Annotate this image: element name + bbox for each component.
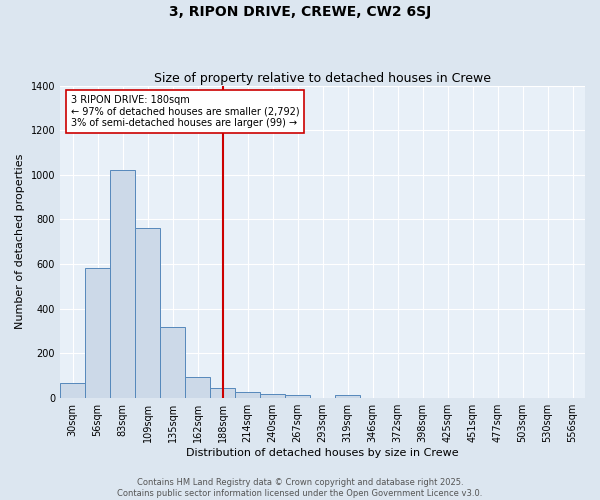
Y-axis label: Number of detached properties: Number of detached properties <box>15 154 25 330</box>
X-axis label: Distribution of detached houses by size in Crewe: Distribution of detached houses by size … <box>186 448 459 458</box>
Text: Contains HM Land Registry data © Crown copyright and database right 2025.
Contai: Contains HM Land Registry data © Crown c… <box>118 478 482 498</box>
Text: 3, RIPON DRIVE, CREWE, CW2 6SJ: 3, RIPON DRIVE, CREWE, CW2 6SJ <box>169 5 431 19</box>
Bar <box>85 268 110 398</box>
Bar <box>110 170 135 398</box>
Bar <box>60 383 85 398</box>
Text: 3 RIPON DRIVE: 180sqm
← 97% of detached houses are smaller (2,792)
3% of semi-de: 3 RIPON DRIVE: 180sqm ← 97% of detached … <box>71 95 299 128</box>
Bar <box>285 396 310 398</box>
Bar <box>210 388 235 398</box>
Bar <box>260 394 285 398</box>
Bar <box>335 395 360 398</box>
Bar <box>160 328 185 398</box>
Bar <box>235 392 260 398</box>
Bar <box>135 228 160 398</box>
Bar <box>185 376 210 398</box>
Title: Size of property relative to detached houses in Crewe: Size of property relative to detached ho… <box>154 72 491 85</box>
